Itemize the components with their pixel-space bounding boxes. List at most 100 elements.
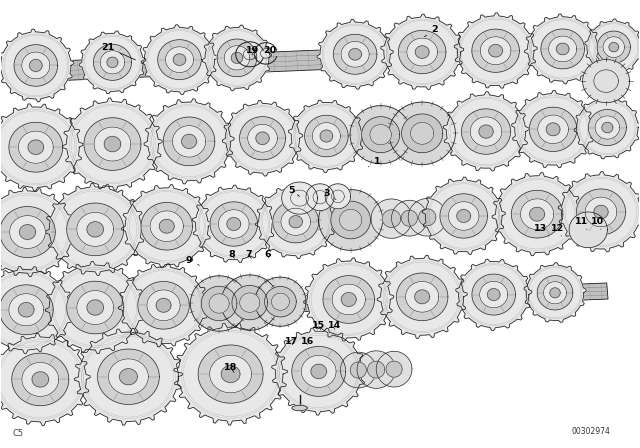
Polygon shape (120, 369, 138, 385)
Polygon shape (0, 285, 53, 335)
Text: 2: 2 (424, 25, 438, 37)
Polygon shape (457, 210, 470, 222)
Polygon shape (29, 60, 42, 72)
Polygon shape (525, 14, 601, 84)
Polygon shape (104, 137, 121, 152)
Polygon shape (255, 185, 336, 258)
Polygon shape (22, 362, 59, 396)
Polygon shape (209, 294, 229, 313)
Polygon shape (488, 289, 500, 301)
Polygon shape (157, 40, 202, 80)
Text: 6: 6 (264, 250, 271, 259)
Polygon shape (443, 92, 529, 171)
Polygon shape (224, 46, 250, 70)
Polygon shape (264, 286, 296, 317)
Polygon shape (193, 185, 275, 263)
Polygon shape (585, 197, 617, 227)
Polygon shape (231, 52, 243, 63)
Polygon shape (537, 276, 573, 310)
Polygon shape (422, 177, 506, 254)
Polygon shape (45, 183, 145, 276)
Polygon shape (350, 106, 412, 164)
Polygon shape (440, 194, 488, 238)
Polygon shape (311, 364, 326, 379)
Polygon shape (255, 277, 306, 326)
Polygon shape (548, 36, 577, 62)
Polygon shape (9, 294, 44, 326)
Polygon shape (141, 25, 218, 95)
Polygon shape (10, 215, 45, 249)
Polygon shape (138, 281, 189, 329)
Polygon shape (273, 201, 319, 243)
Polygon shape (163, 117, 215, 166)
Polygon shape (396, 273, 448, 321)
Polygon shape (84, 118, 141, 170)
Polygon shape (227, 218, 241, 230)
Polygon shape (289, 100, 365, 172)
Polygon shape (602, 122, 613, 133)
Polygon shape (382, 210, 401, 228)
Polygon shape (173, 125, 205, 157)
Polygon shape (0, 267, 74, 353)
Polygon shape (256, 132, 269, 145)
Text: 21: 21 (101, 43, 136, 60)
Polygon shape (221, 275, 278, 330)
Text: 8: 8 (228, 250, 236, 259)
Polygon shape (530, 207, 545, 221)
Polygon shape (585, 19, 640, 75)
Polygon shape (577, 189, 625, 235)
Text: 14: 14 (328, 321, 340, 330)
Polygon shape (456, 259, 532, 331)
Polygon shape (367, 361, 385, 378)
Polygon shape (289, 215, 302, 228)
Polygon shape (520, 199, 554, 229)
Polygon shape (538, 115, 568, 144)
Polygon shape (556, 43, 569, 55)
Polygon shape (248, 124, 277, 152)
Polygon shape (13, 202, 608, 246)
Polygon shape (472, 274, 515, 315)
Polygon shape (147, 290, 180, 321)
Polygon shape (79, 31, 146, 94)
Polygon shape (159, 220, 174, 233)
Polygon shape (543, 282, 566, 304)
Polygon shape (357, 351, 396, 388)
Polygon shape (588, 110, 627, 146)
Polygon shape (472, 29, 520, 72)
Polygon shape (210, 202, 257, 246)
Polygon shape (401, 210, 417, 226)
Polygon shape (77, 291, 114, 324)
Text: 13: 13 (534, 224, 548, 236)
Polygon shape (87, 222, 104, 237)
Polygon shape (558, 172, 640, 252)
Polygon shape (402, 114, 443, 153)
Polygon shape (319, 190, 383, 250)
Polygon shape (333, 34, 377, 74)
Text: 18: 18 (224, 363, 237, 372)
Polygon shape (479, 125, 493, 138)
Polygon shape (272, 328, 366, 415)
Text: 3: 3 (323, 189, 336, 199)
Polygon shape (381, 14, 464, 90)
Polygon shape (301, 355, 336, 388)
Text: 7: 7 (245, 250, 252, 259)
Polygon shape (292, 405, 307, 411)
Polygon shape (306, 184, 334, 211)
Polygon shape (232, 285, 268, 320)
Text: 12: 12 (551, 224, 564, 236)
Polygon shape (77, 212, 114, 246)
Polygon shape (221, 366, 240, 383)
Polygon shape (166, 47, 193, 73)
Polygon shape (371, 199, 412, 238)
Polygon shape (408, 198, 447, 236)
Polygon shape (141, 202, 193, 250)
Polygon shape (87, 300, 104, 315)
Polygon shape (524, 263, 586, 323)
Polygon shape (470, 117, 502, 146)
Polygon shape (325, 184, 351, 209)
Polygon shape (461, 109, 511, 154)
Polygon shape (222, 100, 303, 176)
Polygon shape (399, 30, 446, 73)
Polygon shape (479, 281, 508, 308)
Text: 20: 20 (264, 46, 276, 55)
